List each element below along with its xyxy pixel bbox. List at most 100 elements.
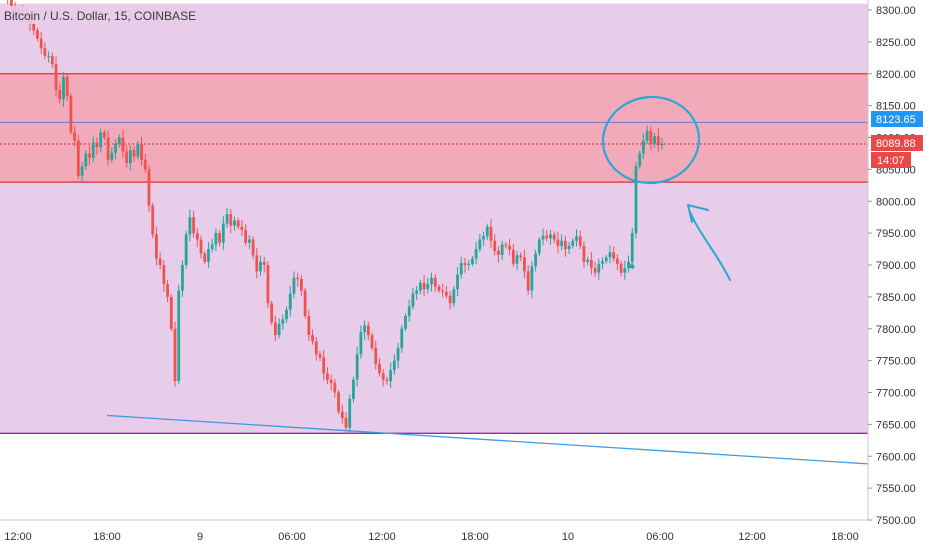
candle-body bbox=[255, 255, 259, 272]
candle-body bbox=[448, 295, 452, 304]
candle bbox=[218, 229, 222, 247]
candle bbox=[181, 260, 184, 297]
candle bbox=[151, 202, 155, 239]
price-tag-blue-bg bbox=[871, 111, 923, 127]
candle bbox=[645, 125, 649, 144]
candle bbox=[140, 136, 143, 166]
candle bbox=[273, 315, 277, 341]
candle-body bbox=[50, 55, 54, 65]
candle-body bbox=[578, 236, 582, 246]
candle-body bbox=[288, 293, 292, 310]
candle bbox=[199, 235, 203, 259]
candle bbox=[166, 280, 169, 302]
candle bbox=[155, 226, 158, 266]
candle bbox=[485, 223, 489, 241]
candle bbox=[117, 134, 121, 148]
candle-body bbox=[634, 166, 638, 234]
candle bbox=[448, 291, 452, 310]
candle bbox=[188, 209, 192, 242]
candle-body bbox=[563, 240, 567, 250]
candle bbox=[586, 256, 590, 266]
time-tick-label: 12:00 bbox=[4, 531, 32, 543]
candle-body bbox=[195, 233, 199, 240]
candle bbox=[136, 141, 140, 160]
candle-body bbox=[556, 239, 560, 246]
candle bbox=[80, 161, 84, 183]
candle-body bbox=[378, 363, 381, 374]
candle-body bbox=[177, 290, 181, 382]
candle bbox=[307, 308, 311, 341]
candle bbox=[281, 314, 285, 331]
candle bbox=[95, 137, 99, 155]
candle-body bbox=[593, 268, 597, 273]
candle bbox=[314, 337, 318, 361]
candle bbox=[422, 275, 426, 297]
candle-body bbox=[106, 137, 110, 160]
candle-body bbox=[132, 150, 136, 157]
price-tick-label: 7850.00 bbox=[876, 292, 916, 304]
candle bbox=[549, 229, 552, 245]
candle-body bbox=[515, 255, 519, 264]
candle-body bbox=[221, 223, 225, 243]
candle bbox=[340, 404, 344, 424]
candle-body bbox=[348, 398, 352, 428]
candle-body bbox=[340, 411, 344, 418]
candle bbox=[389, 362, 393, 389]
candle-body bbox=[589, 259, 593, 269]
candle bbox=[7, 0, 9, 5]
candle bbox=[433, 273, 437, 292]
candle bbox=[459, 256, 463, 280]
candle-body bbox=[39, 38, 43, 49]
candle bbox=[169, 294, 173, 332]
candle bbox=[604, 254, 608, 264]
candle-body bbox=[359, 331, 363, 355]
candle-body bbox=[318, 354, 322, 358]
candle bbox=[192, 210, 195, 238]
candle bbox=[444, 286, 448, 299]
candle-body bbox=[95, 142, 99, 148]
candle bbox=[615, 254, 619, 271]
candle bbox=[233, 216, 236, 231]
candle-body bbox=[292, 277, 296, 294]
candle bbox=[411, 287, 415, 310]
candle-body bbox=[184, 234, 188, 265]
candle bbox=[404, 313, 407, 332]
candle bbox=[497, 245, 500, 263]
candle-body bbox=[552, 234, 556, 240]
candle bbox=[649, 126, 653, 151]
candle-body bbox=[76, 140, 80, 176]
candle-body bbox=[203, 253, 207, 262]
candle bbox=[84, 150, 88, 171]
candle bbox=[407, 299, 411, 322]
candle-body bbox=[619, 263, 623, 273]
candle-body bbox=[586, 259, 590, 262]
candle-body bbox=[560, 240, 564, 246]
candle bbox=[515, 250, 519, 271]
candle bbox=[471, 256, 474, 267]
countdown-tag-bg bbox=[871, 152, 911, 168]
candle bbox=[478, 233, 482, 253]
price-tick-label: 8150.00 bbox=[876, 101, 916, 113]
candle-body bbox=[10, 0, 13, 7]
candle bbox=[656, 128, 660, 153]
price-tick-label: 7550.00 bbox=[876, 483, 916, 495]
candle-body bbox=[169, 296, 173, 329]
candle bbox=[292, 271, 296, 299]
price-axis[interactable]: 7500.00 7550.00 7600.00 7650.00 7700.00 7750.… bbox=[867, 0, 932, 550]
countdown-tag: 14:07 bbox=[877, 155, 905, 167]
trendline bbox=[106, 414, 869, 465]
candle-body bbox=[32, 23, 36, 31]
candle bbox=[214, 228, 218, 251]
candle bbox=[519, 252, 523, 262]
candle bbox=[623, 260, 627, 280]
candle bbox=[158, 252, 162, 270]
candle-body bbox=[285, 309, 288, 320]
candle-body bbox=[601, 261, 604, 264]
candle bbox=[184, 231, 188, 269]
time-axis[interactable]: 12:00 18:00 9 06:00 12:00 18:00 10 06:00 12:00 18… bbox=[0, 519, 868, 543]
candle-body bbox=[370, 335, 374, 348]
candle bbox=[255, 247, 259, 279]
candle bbox=[634, 162, 638, 239]
